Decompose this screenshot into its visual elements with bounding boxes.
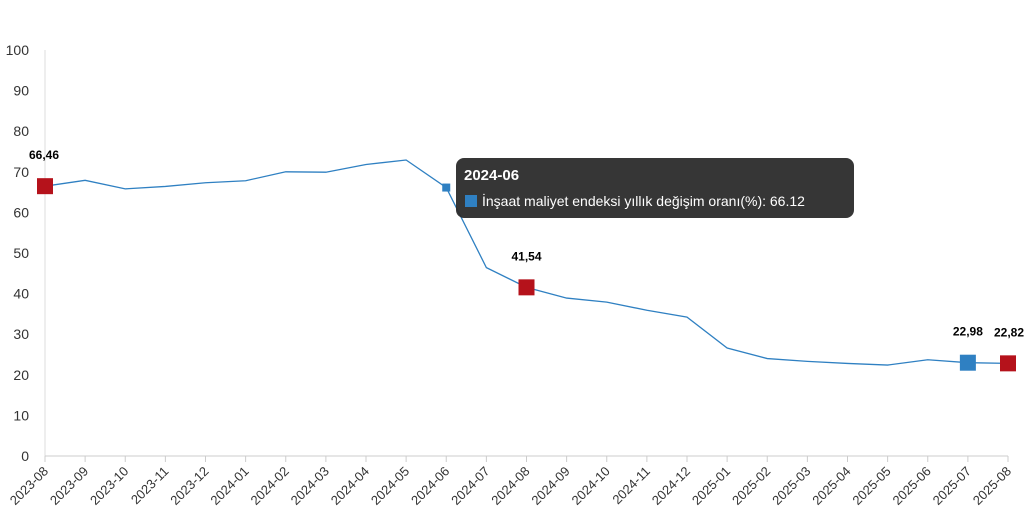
x-axis-ticks: 2023-082023-092023-102023-112023-122024-… (7, 456, 1014, 508)
y-tick-label: 90 (13, 83, 29, 99)
data-label: 22,82 (994, 325, 1024, 339)
x-tick-label: 2025-06 (890, 464, 934, 508)
tooltip: 2024-06 İnşaat maliyet endeksi yıllık de… (456, 158, 854, 218)
tooltip-box (456, 158, 854, 218)
x-tick-label: 2025-03 (769, 464, 813, 508)
y-tick-label: 60 (13, 204, 29, 220)
x-tick-label: 2025-02 (729, 464, 773, 508)
x-tick-label: 2024-09 (528, 464, 572, 508)
x-tick-label: 2024-02 (248, 464, 292, 508)
x-tick-label: 2024-05 (368, 464, 412, 508)
tooltip-text: İnşaat maliyet endeksi yıllık değişim or… (482, 192, 805, 209)
x-tick-label: 2024-12 (649, 464, 693, 508)
y-tick-label: 100 (6, 42, 30, 58)
highlight-point-marker (37, 178, 53, 195)
y-axis-ticks: 0 10 20 30 40 50 60 70 80 90 100 (6, 42, 30, 464)
tooltip-title: 2024-06 (464, 167, 519, 184)
x-tick-label: 2024-10 (569, 464, 613, 508)
x-tick-label: 2024-07 (448, 464, 492, 508)
x-tick-label: 2024-01 (207, 464, 251, 508)
y-tick-label: 30 (13, 326, 29, 342)
x-tick-label: 2023-12 (167, 464, 211, 508)
highlight-point-marker (518, 279, 535, 296)
x-tick-label: 2024-06 (408, 464, 452, 508)
x-tick-label: 2025-01 (689, 464, 733, 508)
x-tick-label: 2024-08 (488, 464, 532, 508)
highlight-point-marker (1000, 355, 1016, 372)
x-tick-label: 2023-08 (7, 464, 51, 508)
x-tick-label: 2024-03 (288, 464, 332, 508)
highlight-markers: 66,46 41,54 22,98 22,82 (29, 148, 1024, 372)
x-tick-label: 2023-09 (47, 464, 91, 508)
y-tick-label: 50 (13, 245, 29, 261)
y-tick-label: 70 (13, 164, 29, 180)
x-tick-label: 2025-05 (849, 464, 893, 508)
x-tick-label: 2025-07 (930, 464, 974, 508)
y-tick-label: 20 (13, 367, 29, 383)
y-tick-label: 0 (21, 448, 29, 464)
data-label: 66,46 (29, 148, 59, 162)
x-tick-label: 2023-11 (128, 464, 172, 508)
hover-point-marker (442, 183, 451, 192)
x-tick-label: 2024-11 (609, 464, 653, 508)
tooltip-series-swatch (465, 195, 477, 207)
data-label: 41,54 (511, 249, 541, 263)
x-tick-label: 2025-08 (970, 464, 1014, 508)
x-tick-label: 2023-10 (87, 464, 131, 508)
y-tick-label: 80 (13, 123, 29, 139)
y-tick-label: 40 (13, 286, 29, 302)
x-tick-label: 2024-04 (328, 464, 372, 508)
data-label: 22,98 (953, 325, 983, 339)
y-tick-label: 10 (13, 407, 29, 423)
highlight-point-marker (959, 354, 976, 371)
x-tick-label: 2025-04 (809, 464, 853, 508)
